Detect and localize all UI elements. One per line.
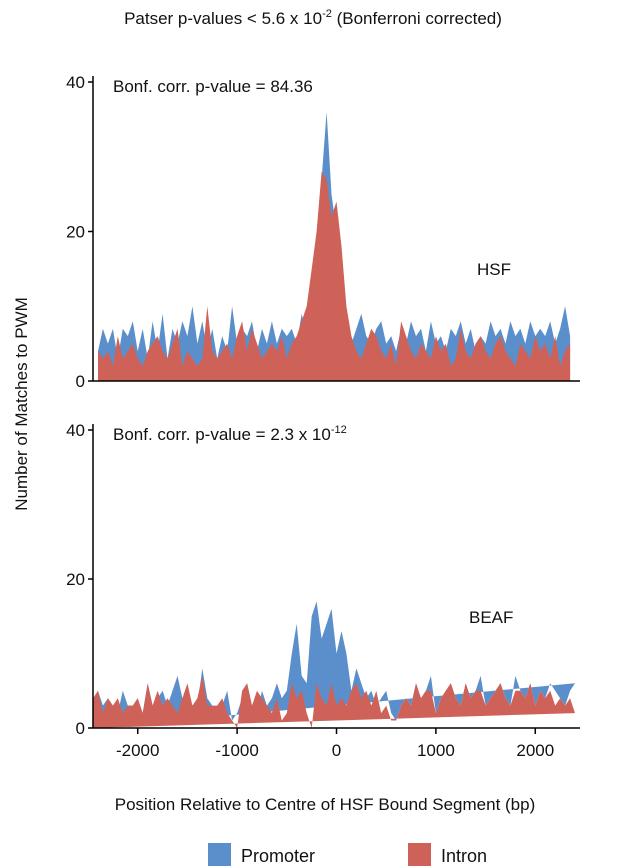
legend: Promoter Intron	[208, 843, 487, 866]
panel-beaf-x-ticks: -2000 -1000 0 1000 2000	[116, 728, 554, 760]
panel-hsf-annotation: Bonf. corr. p-value = 84.36	[113, 77, 313, 96]
x-tick-label: 2000	[516, 741, 554, 760]
panel-hsf-axes	[92, 76, 580, 382]
title-exponent: -2	[322, 8, 332, 20]
y-tick-label: 0	[76, 372, 85, 391]
x-tick-label: 1000	[417, 741, 455, 760]
panel-beaf-annotation: Bonf. corr. p-value = 2.3 x 10-12	[113, 424, 347, 444]
panel-beaf-annotation-main: Bonf. corr. p-value = 2.3 x 10	[113, 425, 331, 444]
y-tick-label: 20	[66, 223, 85, 242]
panel-hsf-annotation-main: Bonf. corr. p-value = 84.36	[113, 77, 313, 96]
panel-beaf-area-intron	[93, 675, 575, 728]
y-tick-label: 40	[66, 73, 85, 92]
y-axis-label: Number of Matches to PWM	[12, 297, 31, 511]
y-tick-label: 40	[66, 421, 85, 440]
legend-swatch-intron	[408, 843, 431, 866]
panel-hsf-y-ticks: 0 20 40	[66, 73, 93, 391]
legend-swatch-promoter	[208, 843, 231, 866]
panel-hsf-label: HSF	[477, 260, 511, 279]
panel-beaf-label: BEAF	[469, 608, 513, 627]
panel-beaf: 0 20 40 -2000 -1000 0 1000 2000 Bonf. corr. p-…	[66, 421, 580, 760]
panel-hsf: 0 20 40 Bonf. corr. p-value = 84.36 HSF	[66, 73, 580, 391]
panel-beaf-area-promoter	[93, 601, 575, 728]
panel-hsf-areas	[98, 111, 571, 382]
legend-label-promoter: Promoter	[241, 846, 315, 866]
title-rest: (Bonferroni corrected)	[332, 9, 502, 28]
panel-beaf-areas	[93, 601, 575, 728]
y-tick-label: 20	[66, 570, 85, 589]
x-tick-label: 0	[332, 741, 341, 760]
chart-title: Patser p-values < 5.6 x 10-2 (Bonferroni…	[124, 8, 502, 28]
x-axis-label: Position Relative to Centre of HSF Bound…	[115, 795, 536, 814]
x-tick-label: -2000	[116, 741, 159, 760]
panel-hsf-area-intron	[98, 171, 571, 381]
y-tick-label: 0	[76, 719, 85, 738]
x-tick-label: -1000	[215, 741, 258, 760]
legend-label-intron: Intron	[441, 846, 487, 866]
title-main: Patser p-values < 5.6 x 10	[124, 9, 322, 28]
panel-beaf-annotation-exp: -12	[331, 424, 347, 436]
panel-beaf-y-ticks: 0 20 40	[66, 421, 93, 738]
